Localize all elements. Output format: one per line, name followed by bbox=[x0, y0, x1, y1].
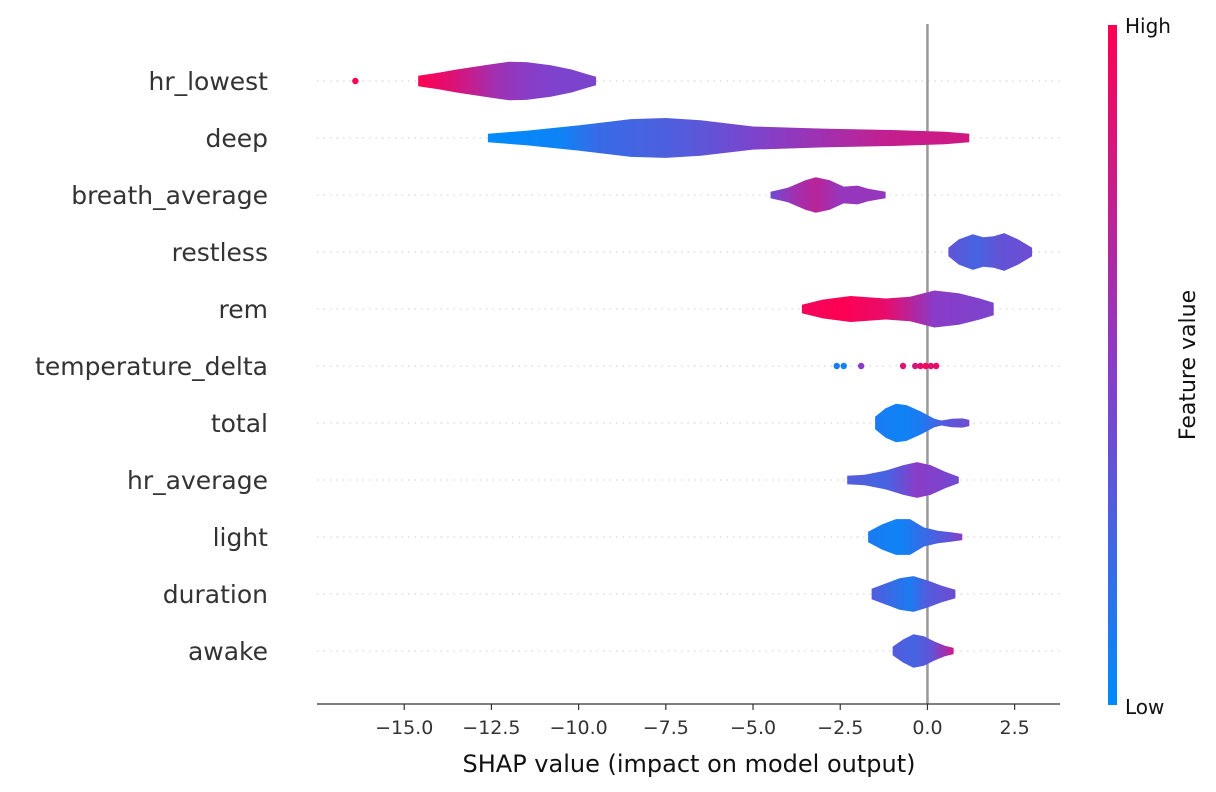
violin-breath_average bbox=[770, 177, 886, 213]
violin-hr_lowest bbox=[418, 61, 597, 101]
x-tick-label: −15.0 bbox=[375, 717, 433, 739]
colorbar-high-label: High bbox=[1125, 14, 1171, 38]
row-gridlines bbox=[317, 80, 1060, 652]
x-tick-label: 0.0 bbox=[912, 717, 942, 739]
feature-label-rem: rem bbox=[219, 295, 268, 324]
x-tick-label: −2.5 bbox=[817, 717, 863, 739]
violins bbox=[352, 61, 1033, 668]
feature-label-hr_average: hr_average bbox=[127, 466, 268, 495]
violin-light bbox=[868, 519, 963, 555]
violin-awake bbox=[892, 634, 954, 668]
violin-total bbox=[875, 403, 970, 443]
feature-label-restless: restless bbox=[172, 238, 268, 267]
colorbar-gradient bbox=[1108, 25, 1117, 705]
feature-label-hr_lowest: hr_lowest bbox=[148, 67, 268, 96]
colorbar: High Low Feature value bbox=[1108, 14, 1201, 719]
point-temperature_delta-5 bbox=[917, 362, 924, 370]
colorbar-low-label: Low bbox=[1125, 695, 1164, 719]
feature-label-awake: awake bbox=[188, 637, 268, 666]
point-temperature_delta-0 bbox=[833, 362, 840, 370]
feature-label-deep: deep bbox=[206, 124, 269, 153]
x-axis-label: SHAP value (impact on model output) bbox=[463, 750, 916, 778]
point-hr_lowest-0 bbox=[352, 77, 359, 85]
point-temperature_delta-3 bbox=[899, 362, 907, 370]
point-temperature_delta-1 bbox=[840, 362, 847, 370]
feature-label-temperature_delta: temperature_delta bbox=[35, 352, 268, 381]
point-temperature_delta-2 bbox=[857, 362, 865, 370]
violin-hr_average bbox=[847, 462, 959, 498]
violin-deep bbox=[487, 118, 970, 158]
feature-label-total: total bbox=[211, 409, 268, 438]
violin-duration bbox=[871, 576, 956, 612]
feature-label-breath_average: breath_average bbox=[71, 181, 268, 210]
x-tick-label: −5.0 bbox=[730, 717, 776, 739]
feature-label-light: light bbox=[213, 523, 269, 552]
colorbar-title: Feature value bbox=[1176, 290, 1201, 440]
x-tick-label: −7.5 bbox=[643, 717, 689, 739]
x-ticks: −15.0 −12.5 −10.0 −7.5 −5.0 −2.5 0.0 2.5 bbox=[375, 704, 1030, 739]
x-tick-label: −10.0 bbox=[550, 717, 608, 739]
feature-label-duration: duration bbox=[163, 580, 268, 609]
x-tick-label: −12.5 bbox=[462, 717, 520, 739]
point-temperature_delta-6 bbox=[922, 362, 929, 370]
point-temperature_delta-8 bbox=[932, 362, 940, 370]
violin-restless bbox=[948, 233, 1033, 271]
point-temperature_delta-4 bbox=[912, 362, 919, 370]
x-tick-label: 2.5 bbox=[1000, 717, 1030, 739]
point-temperature_delta-7 bbox=[927, 362, 935, 370]
violin-rem bbox=[801, 290, 994, 328]
